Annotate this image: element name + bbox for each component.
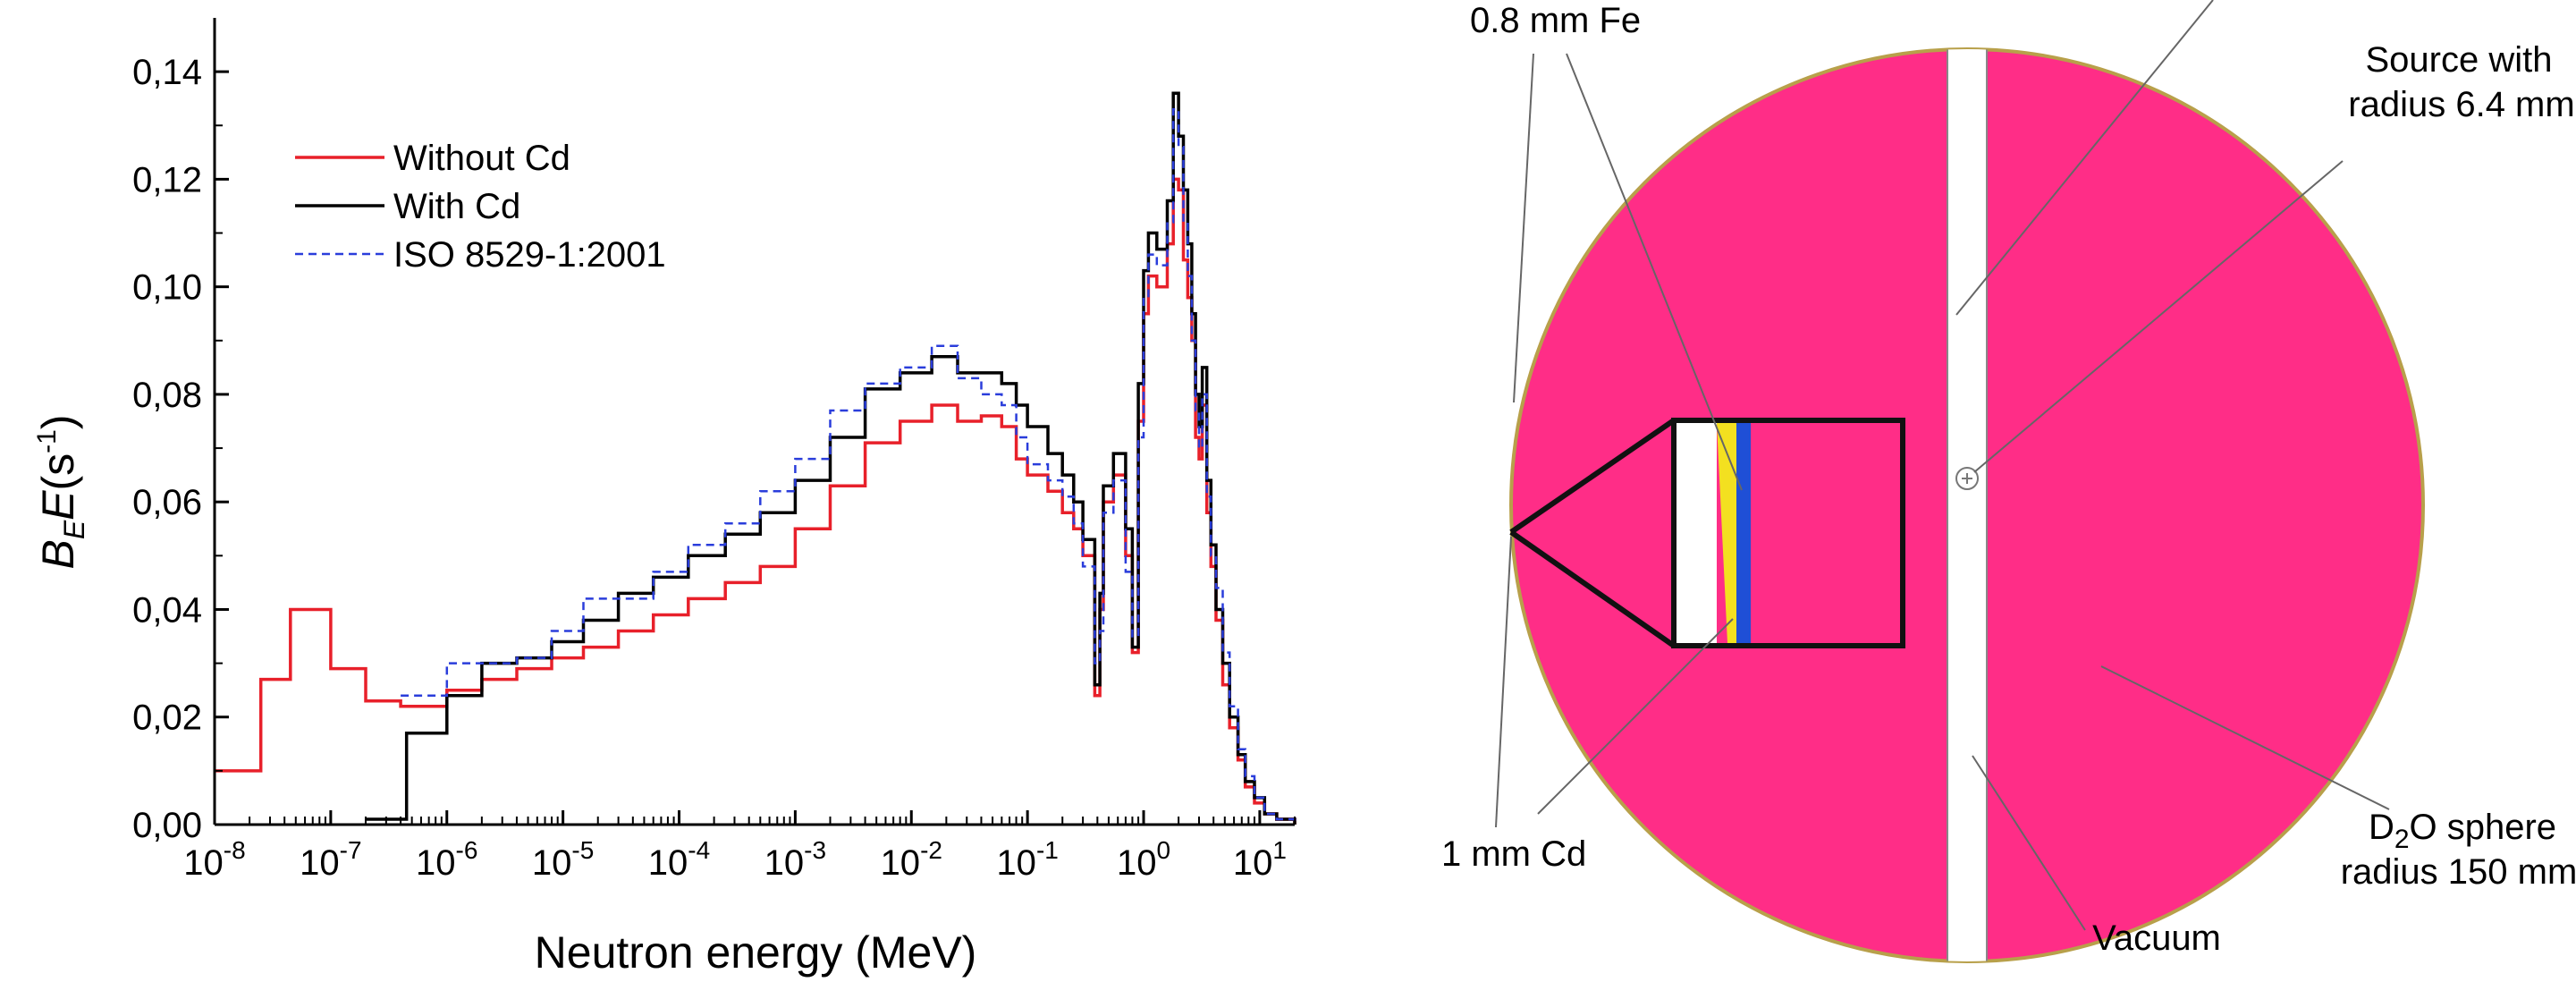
cd-label: 1 mm Cd xyxy=(1441,834,1586,874)
x-tick-label: 101 xyxy=(1233,836,1287,883)
y-axis-title-unit-close: ) xyxy=(33,414,83,429)
source-marker xyxy=(1955,467,1979,490)
x-tick-label: 10-7 xyxy=(300,836,361,883)
x-tick-label: 10-2 xyxy=(881,836,942,883)
x-tick-label: 10-3 xyxy=(764,836,826,883)
source-leader-line xyxy=(1973,160,2344,473)
y-axis-title-e: E xyxy=(33,490,83,521)
y-tick-label: 0,10 xyxy=(132,268,202,308)
y-tick-label: 0,12 xyxy=(132,160,202,199)
source-label-line2: radius 6.4 mm xyxy=(2348,85,2574,124)
zoom-inset-vacuum xyxy=(1677,423,1717,643)
x-tick-label: 10-6 xyxy=(416,836,477,883)
sphere-label-line1: D2O sphere xyxy=(2369,808,2556,854)
x-tick-label: 10-8 xyxy=(183,836,245,883)
legend-label: With Cd xyxy=(393,187,520,226)
vacuum-leader-line xyxy=(1972,755,2086,931)
x-tick-label: 10-5 xyxy=(532,836,594,883)
y-axis-title-unit-open: (s xyxy=(33,453,83,491)
chart-legend: Without Cd With Cd ISO 8529-1:2001 xyxy=(295,139,666,275)
sphere-label-d: D xyxy=(2369,808,2394,847)
y-axis-title-unit-exp: -1 xyxy=(32,429,62,453)
cd-leader-line-1 xyxy=(1495,536,1512,828)
x-tick-label: 10-4 xyxy=(648,836,710,883)
x-tick-label: 10-1 xyxy=(996,836,1058,883)
legend-label: ISO 8529-1:2001 xyxy=(393,235,666,275)
zoom-callout-line-bottom xyxy=(1509,529,1676,648)
series-line-2 xyxy=(401,107,1296,825)
plot-lines xyxy=(215,91,1296,825)
legend-label: Without Cd xyxy=(393,139,570,178)
sphere-label-sub: 2 xyxy=(2394,825,2410,854)
y-tick-label: 0,02 xyxy=(132,698,202,738)
chart-axes: 0,00 0,02 0,04 0,06 0,08 0,10 0,12 0,14 10-8 10-7… xyxy=(132,18,1296,883)
x-tick-label: 100 xyxy=(1117,836,1170,883)
vacuum-channel xyxy=(1947,49,1988,961)
y-tick-label: 0,06 xyxy=(132,483,202,522)
sphere-diagram: 0.8 mm Fe 1 mm Cd Source with radius 6.4… xyxy=(1441,0,2576,963)
zoom-inset-cd-layer xyxy=(1717,423,1736,643)
zoom-callout-line-top xyxy=(1509,418,1676,535)
sphere-label-line2: radius 150 mm xyxy=(2341,852,2576,892)
zoom-inset-frame xyxy=(1671,418,1905,648)
series-line-0 xyxy=(215,177,1296,825)
y-tick-label: 0,00 xyxy=(132,806,202,845)
fe-leader-line-1 xyxy=(1513,53,1534,403)
spectrum-chart: 0,00 0,02 0,04 0,06 0,08 0,10 0,12 0,14 10-8 10-7… xyxy=(32,18,1296,978)
cd-leader-line-2 xyxy=(1537,618,1734,815)
y-tick-label: 0,08 xyxy=(132,376,202,415)
y-axis-title-b-sub: E xyxy=(58,520,90,539)
x-axis-title: Neutron energy (MeV) xyxy=(535,927,977,978)
y-tick-label: 0,14 xyxy=(132,53,202,92)
sphere-label-rest: O sphere xyxy=(2410,808,2557,847)
fe-leader-line-2 xyxy=(1566,53,1743,491)
zoom-inset-fe-layer xyxy=(1736,423,1751,643)
y-axis-title-b: B xyxy=(33,539,83,569)
channel-leader-line xyxy=(1955,0,2214,316)
d2o-leader-line xyxy=(2100,665,2390,810)
fe-label: 0.8 mm Fe xyxy=(1470,1,1641,40)
y-tick-label: 0,04 xyxy=(132,590,202,630)
source-label-line1: Source with xyxy=(2366,40,2553,80)
vacuum-label: Vacuum xyxy=(2092,919,2221,958)
y-axis-title: BEE(s-1) xyxy=(32,414,90,569)
